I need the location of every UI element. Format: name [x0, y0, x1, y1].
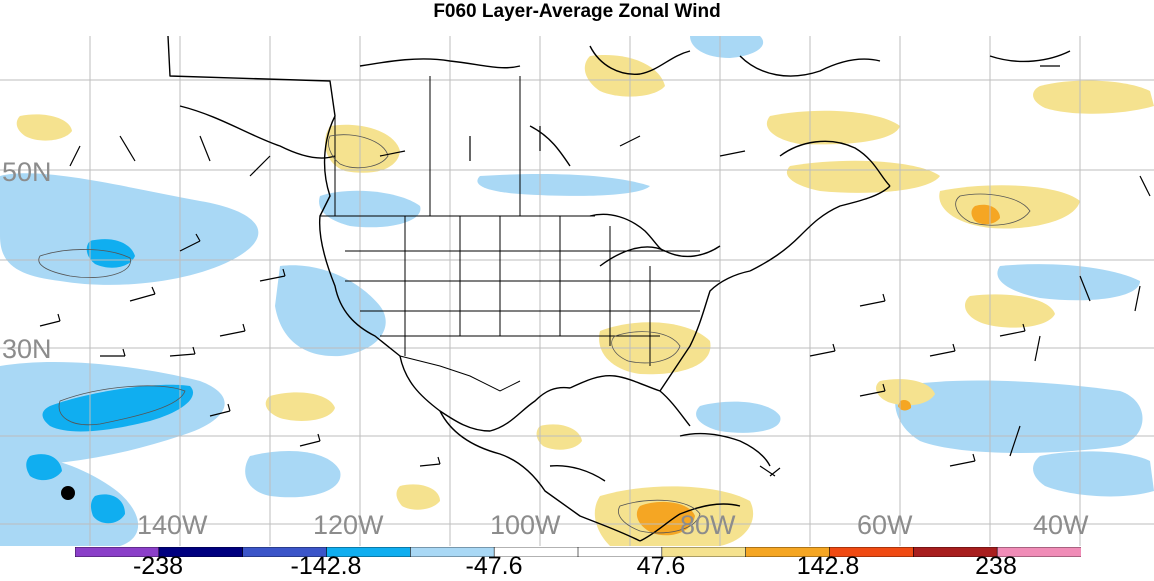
- wind-barbs: [39, 65, 1151, 477]
- coastlines: [167, 36, 1071, 542]
- colorbar-label-4: 142.8: [796, 552, 860, 580]
- shading-negative: [0, 36, 1154, 546]
- map-background: [0, 36, 1154, 546]
- lat-label-50n: 50N: [2, 157, 52, 187]
- political-borders: [320, 76, 720, 392]
- contours: [38, 134, 1031, 534]
- lon-label-120w: 120W: [313, 510, 384, 540]
- colorbar-label-0: -238: [132, 552, 184, 580]
- colorbar-label-5: 238: [975, 552, 1017, 580]
- map-title: F060 Layer-Average Zonal Wind: [433, 1, 721, 22]
- wind-map: [0, 36, 1154, 546]
- lon-label-60w: 60W: [857, 510, 913, 540]
- shading-positive-strong: [636, 204, 1000, 536]
- shading-positive: [16, 55, 1154, 546]
- colorbar-label-1: -142.8: [290, 552, 362, 580]
- shading-negative-strong: [26, 239, 194, 524]
- lat-label-30n: 30N: [2, 334, 52, 364]
- lat-lon-grid: [0, 36, 1154, 546]
- lon-label-100w: 100W: [490, 510, 561, 540]
- colorbar-swatch-11: [996, 547, 1081, 557]
- location-marker: [61, 486, 75, 500]
- colorbar-label-3: 47.6: [636, 552, 686, 580]
- colorbar: [75, 547, 1081, 557]
- lon-label-140w: 140W: [137, 510, 208, 540]
- lon-label-80w: 80W: [680, 510, 736, 540]
- lon-label-40w: 40W: [1033, 510, 1089, 540]
- colorbar-label-2: -47.6: [465, 552, 523, 580]
